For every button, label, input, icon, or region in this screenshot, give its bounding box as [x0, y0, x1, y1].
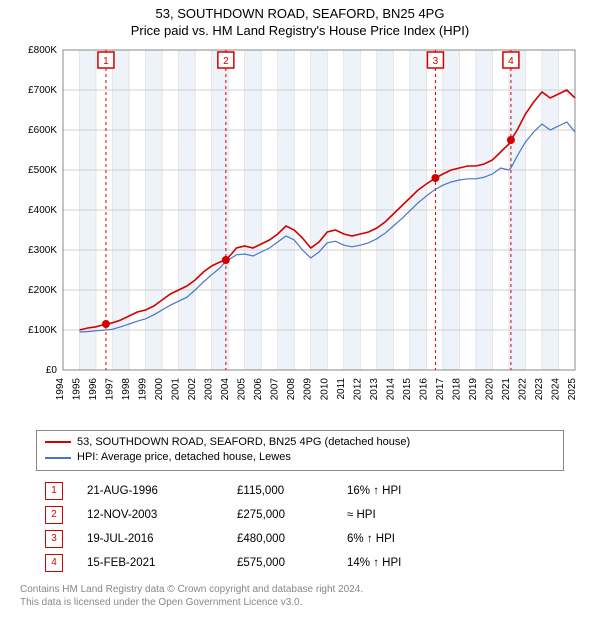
sale-marker-3: 3 [45, 530, 63, 548]
svg-text:2012: 2012 [352, 377, 363, 400]
svg-text:£600K: £600K [28, 125, 57, 136]
title-line2: Price paid vs. HM Land Registry's House … [0, 23, 600, 40]
svg-text:1996: 1996 [88, 377, 99, 400]
legend-item-hpi: HPI: Average price, detached house, Lewe… [45, 450, 555, 465]
svg-text:2005: 2005 [237, 377, 248, 400]
svg-text:2003: 2003 [204, 377, 215, 400]
sale-hpi: ≈ HPI [347, 509, 376, 521]
legend-swatch-hpi [45, 457, 71, 459]
sale-row: 4 15-FEB-2021 £575,000 14% ↑ HPI [45, 551, 555, 575]
svg-text:2: 2 [223, 56, 229, 67]
svg-text:1997: 1997 [105, 377, 116, 400]
svg-text:2017: 2017 [435, 377, 446, 400]
sale-hpi: 14% ↑ HPI [347, 557, 401, 569]
svg-text:2001: 2001 [171, 377, 182, 400]
legend: 53, SOUTHDOWN ROAD, SEAFORD, BN25 4PG (d… [36, 430, 564, 471]
svg-text:2014: 2014 [385, 377, 396, 400]
sale-row: 2 12-NOV-2003 £275,000 ≈ HPI [45, 503, 555, 527]
svg-text:£200K: £200K [28, 285, 57, 296]
svg-text:£800K: £800K [28, 45, 57, 56]
sale-date: 15-FEB-2021 [87, 557, 237, 569]
svg-text:2006: 2006 [253, 377, 264, 400]
svg-text:2002: 2002 [187, 377, 198, 400]
sale-row: 1 21-AUG-1996 £115,000 16% ↑ HPI [45, 479, 555, 503]
legend-label-hpi: HPI: Average price, detached house, Lewe… [77, 450, 291, 465]
svg-text:2019: 2019 [468, 377, 479, 400]
svg-text:1995: 1995 [72, 377, 83, 400]
svg-text:2009: 2009 [303, 377, 314, 400]
sale-price: £115,000 [237, 485, 347, 497]
legend-item-property: 53, SOUTHDOWN ROAD, SEAFORD, BN25 4PG (d… [45, 435, 555, 450]
price-chart: £0 £100K £200K £300K £400K £500K £600K £700K £80… [15, 44, 585, 424]
sale-date: 19-JUL-2016 [87, 533, 237, 545]
svg-text:2004: 2004 [220, 377, 231, 400]
svg-text:2000: 2000 [154, 377, 165, 400]
chart-title: 53, SOUTHDOWN ROAD, SEAFORD, BN25 4PG Pr… [0, 6, 600, 40]
svg-text:2007: 2007 [270, 377, 281, 400]
svg-text:£500K: £500K [28, 165, 57, 176]
title-line1: 53, SOUTHDOWN ROAD, SEAFORD, BN25 4PG [0, 6, 600, 23]
sale-date: 12-NOV-2003 [87, 509, 237, 521]
sale-price: £275,000 [237, 509, 347, 521]
svg-text:2010: 2010 [319, 377, 330, 400]
svg-text:1994: 1994 [55, 377, 66, 400]
svg-text:2020: 2020 [484, 377, 495, 400]
svg-text:2024: 2024 [550, 377, 561, 400]
sale-marker-1: 1 [45, 482, 63, 500]
svg-text:2018: 2018 [451, 377, 462, 400]
svg-text:2021: 2021 [501, 377, 512, 400]
svg-text:2008: 2008 [286, 377, 297, 400]
sale-row: 3 19-JUL-2016 £480,000 6% ↑ HPI [45, 527, 555, 551]
sale-marker-4: 4 [45, 554, 63, 572]
sales-table: 1 21-AUG-1996 £115,000 16% ↑ HPI 2 12-NO… [45, 479, 555, 575]
svg-text:2016: 2016 [418, 377, 429, 400]
svg-text:£100K: £100K [28, 325, 57, 336]
svg-text:1998: 1998 [121, 377, 132, 400]
footer: Contains HM Land Registry data © Crown c… [20, 583, 580, 609]
svg-text:£700K: £700K [28, 85, 57, 96]
svg-text:2022: 2022 [517, 377, 528, 400]
svg-text:2013: 2013 [369, 377, 380, 400]
svg-text:2025: 2025 [567, 377, 578, 400]
svg-text:1999: 1999 [138, 377, 149, 400]
svg-text:£300K: £300K [28, 245, 57, 256]
legend-label-property: 53, SOUTHDOWN ROAD, SEAFORD, BN25 4PG (d… [77, 435, 410, 450]
svg-text:3: 3 [433, 56, 439, 67]
svg-text:£0: £0 [46, 365, 58, 376]
footer-line2: This data is licensed under the Open Gov… [20, 596, 580, 609]
footer-line1: Contains HM Land Registry data © Crown c… [20, 583, 580, 596]
sale-hpi: 6% ↑ HPI [347, 533, 395, 545]
sale-price: £480,000 [237, 533, 347, 545]
svg-text:4: 4 [508, 56, 514, 67]
sale-date: 21-AUG-1996 [87, 485, 237, 497]
legend-swatch-property [45, 441, 71, 443]
sale-marker-2: 2 [45, 506, 63, 524]
svg-text:1: 1 [103, 56, 109, 67]
svg-text:2011: 2011 [336, 377, 347, 399]
svg-text:2015: 2015 [402, 377, 413, 400]
sale-hpi: 16% ↑ HPI [347, 485, 401, 497]
svg-text:£400K: £400K [28, 205, 57, 216]
svg-text:2023: 2023 [534, 377, 545, 400]
chart-svg: £0 £100K £200K £300K £400K £500K £600K £700K £80… [15, 44, 585, 424]
sale-price: £575,000 [237, 557, 347, 569]
